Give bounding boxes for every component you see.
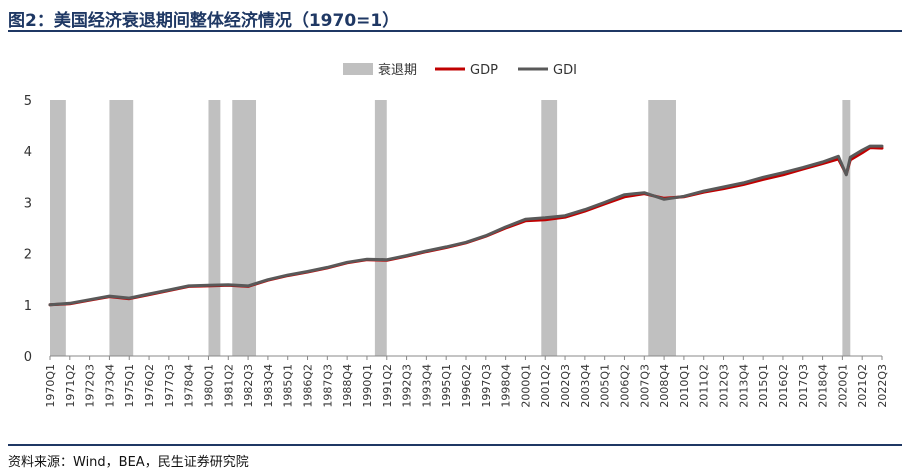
x-tick-label: 2005Q1: [599, 364, 612, 408]
x-tick-label: 2008Q4: [658, 364, 671, 408]
x-tick-label: 2003Q4: [579, 364, 592, 408]
recession-band: [648, 100, 676, 356]
title-underline: [8, 30, 902, 32]
y-tick-label: 1: [24, 299, 32, 314]
footer-rule: [8, 444, 902, 446]
x-tick-label: 2002Q3: [559, 364, 572, 408]
recession-band: [842, 100, 851, 356]
legend: 衰退期 GDP GDI: [343, 62, 577, 78]
x-tick-label: 1986Q2: [302, 364, 315, 408]
recession-band: [541, 100, 558, 356]
x-tick-label: 1988Q4: [341, 364, 354, 408]
x-tick-label: 1971Q2: [64, 364, 77, 408]
series-lines: [48, 144, 884, 307]
x-tick-label: 1987Q3: [321, 364, 334, 408]
x-tick-label: 2013Q4: [737, 364, 750, 408]
recession-band: [109, 100, 134, 356]
x-tick-label: 1993Q4: [420, 364, 433, 408]
recession-band: [50, 100, 66, 356]
series-line-gdi: [48, 144, 884, 307]
x-tick-label: 1976Q2: [143, 364, 156, 408]
x-tick-label: 2011Q2: [698, 364, 711, 408]
x-tick-label: 1983Q4: [262, 364, 275, 408]
recession-bands: [50, 100, 851, 356]
y-tick-label: 4: [24, 145, 32, 160]
y-tick-label: 5: [24, 94, 32, 109]
x-tick-label: 1982Q3: [242, 364, 255, 408]
x-tick-label: 1985Q1: [282, 364, 295, 408]
legend-label: GDP: [470, 63, 498, 78]
source-note: 资料来源：Wind，BEA，民生证券研究院: [8, 455, 249, 470]
axes: 0 1 2 3 4 5 1970Q1 1971Q2 1972Q3 1973Q4 1975Q1 1976…: [24, 94, 889, 408]
y-tick-label: 2: [24, 248, 32, 263]
x-tick-label: 2018Q4: [817, 364, 830, 408]
x-tick-label: 1995Q1: [440, 364, 453, 408]
series-line-gdp: [48, 146, 884, 307]
x-tick-label: 1992Q3: [401, 364, 414, 408]
x-tick-label: 1997Q3: [480, 364, 493, 408]
y-tick-label: 0: [24, 350, 32, 365]
x-tick-label: 1973Q4: [103, 364, 116, 408]
x-tick-label: 2000Q1: [519, 364, 532, 408]
x-tick-label: 2016Q2: [777, 364, 790, 408]
x-tick-label: 2020Q1: [836, 364, 849, 408]
legend-label: GDI: [553, 63, 577, 78]
x-tick-label: 2015Q1: [757, 364, 770, 408]
x-tick-label: 1977Q3: [163, 364, 176, 408]
x-tick-label: 1998Q4: [500, 364, 513, 408]
x-tick-label: 2010Q1: [678, 364, 691, 408]
x-tick-label: 1991Q2: [381, 364, 394, 408]
x-tick-label: 2001Q2: [539, 364, 552, 408]
legend-label: 衰退期: [378, 62, 417, 78]
x-tick-label: 1990Q1: [361, 364, 374, 408]
x-tick-label: 1981Q2: [222, 364, 235, 408]
x-tick-label: 1980Q1: [202, 364, 215, 408]
recession-band: [208, 100, 221, 356]
x-tick-label: 1996Q2: [460, 364, 473, 408]
x-tick-label: 2012Q3: [718, 364, 731, 408]
y-tick-label: 3: [24, 196, 32, 211]
x-tick-label: 2022Q3: [876, 364, 889, 408]
recession-band: [374, 100, 387, 356]
x-tick-label: 2007Q3: [638, 364, 651, 408]
x-tick-label: 1978Q4: [183, 364, 196, 408]
x-tick-label: 2021Q2: [856, 364, 869, 408]
x-tick-label: 1970Q1: [44, 364, 57, 408]
x-tick-label: 2006Q2: [618, 364, 631, 408]
chart-title: 图2：美国经济衰退期间整体经济情况（1970=1）: [8, 11, 400, 31]
recession-band: [232, 100, 257, 356]
x-tick-label: 1975Q1: [123, 364, 136, 408]
x-tick-label: 1972Q3: [84, 364, 97, 408]
x-tick-label: 2017Q3: [797, 364, 810, 408]
legend-swatch-recession: [343, 63, 373, 75]
